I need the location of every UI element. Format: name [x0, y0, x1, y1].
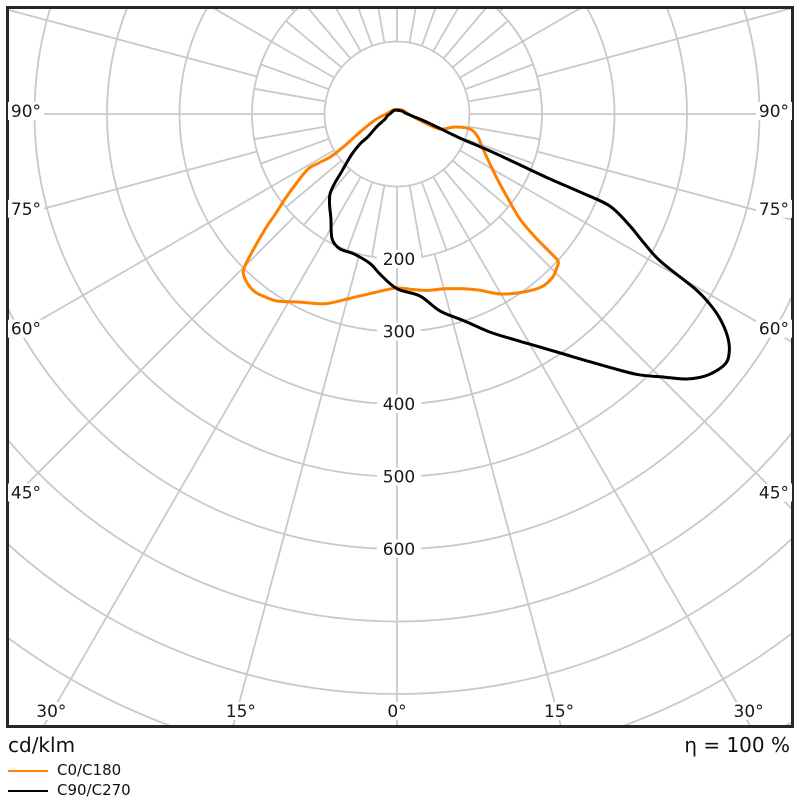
efficiency-label: η = 100 % [684, 733, 790, 757]
legend-item: C90/C270 [8, 781, 131, 800]
tick-label: 200 [383, 250, 415, 270]
legend-label: C90/C270 [57, 781, 131, 799]
tick-label: 500 [383, 468, 415, 488]
tick-label: 300 [383, 323, 415, 343]
tick-label: 45° [11, 484, 41, 504]
legend-item: C0/C180 [8, 761, 131, 780]
tick-label: 15° [544, 702, 574, 722]
curve-c90-c270 [327, 108, 731, 381]
tick-label: 60° [11, 320, 41, 340]
legend: C0/C180 C90/C270 [8, 761, 131, 800]
tick-label: 90° [11, 102, 41, 122]
tick-label: 30° [734, 702, 764, 722]
tick-label: 30° [36, 702, 66, 722]
tick-label: 0° [387, 702, 406, 722]
tick-label: 90° [759, 102, 789, 122]
tick-label: 75° [11, 200, 41, 220]
legend-swatch [8, 769, 48, 772]
tick-label: 60° [759, 320, 789, 340]
tick-label: 400 [383, 395, 415, 415]
tick-label: 15° [226, 702, 256, 722]
unit-label: cd/klm [8, 733, 76, 757]
tick-label: 45° [759, 484, 789, 504]
plot-frame [6, 6, 794, 728]
tick-label: 600 [383, 540, 415, 560]
axis-labels: 90° 90° 75° 75° 60° 60° 45° 45° 30° 30° 15° 15° 0° 20… [8, 102, 792, 722]
legend-swatch [8, 789, 48, 792]
legend-label: C0/C180 [57, 761, 122, 779]
curve-c0-c180 [241, 107, 560, 306]
tick-label: 75° [759, 200, 789, 220]
